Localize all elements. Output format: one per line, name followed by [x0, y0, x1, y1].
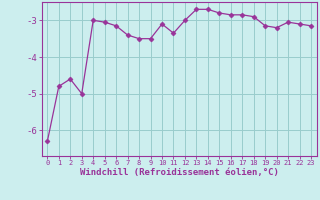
X-axis label: Windchill (Refroidissement éolien,°C): Windchill (Refroidissement éolien,°C): [80, 168, 279, 177]
